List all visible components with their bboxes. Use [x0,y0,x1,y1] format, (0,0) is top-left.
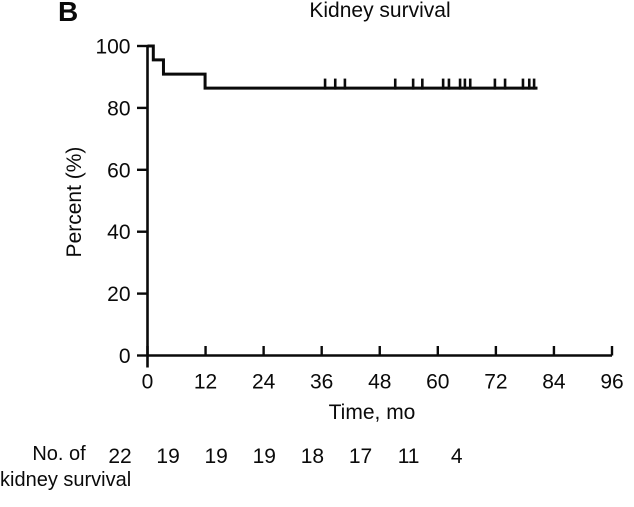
x-tick-label: 60 [426,371,449,394]
x-axis-label: Time, mo [328,401,416,424]
survival-curve [147,44,538,90]
y-tick-label: 80 [107,97,130,120]
risk-table-row-label-line2: kidney survival [0,469,132,491]
x-tick-label: 36 [310,371,333,394]
y-tick-label: 60 [107,159,130,182]
y-tick-label: 100 [95,36,130,59]
risk-count-84mo: 4 [450,445,463,468]
x-tick-label: 84 [542,371,566,394]
risk-count-24mo: 19 [204,445,228,468]
risk-count-36mo: 19 [252,445,276,468]
risk-count-12mo: 19 [156,445,180,468]
risk-count-60mo: 17 [348,445,373,468]
x-tick-label: 48 [368,371,391,394]
x-tick-label: 24 [252,371,276,394]
x-tick-label: 96 [600,371,623,394]
x-tick-label: 72 [484,371,507,394]
chart-title: Kidney survival [309,0,451,22]
risk-table-row-label-line1: No. of [32,443,86,465]
risk-count-0mo: 22 [108,445,132,468]
panel-label: B [58,0,79,27]
risk-table-row-label: No. of kidney survival [0,441,132,493]
y-tick-label: 40 [107,221,130,244]
risk-count-72mo: 11 [397,445,420,468]
y-tick-label: 20 [107,283,130,306]
y-tick-label: 0 [119,345,131,368]
x-tick-label: 12 [194,371,217,394]
x-tick-label: 0 [142,371,154,394]
risk-count-48mo: 18 [300,445,325,468]
